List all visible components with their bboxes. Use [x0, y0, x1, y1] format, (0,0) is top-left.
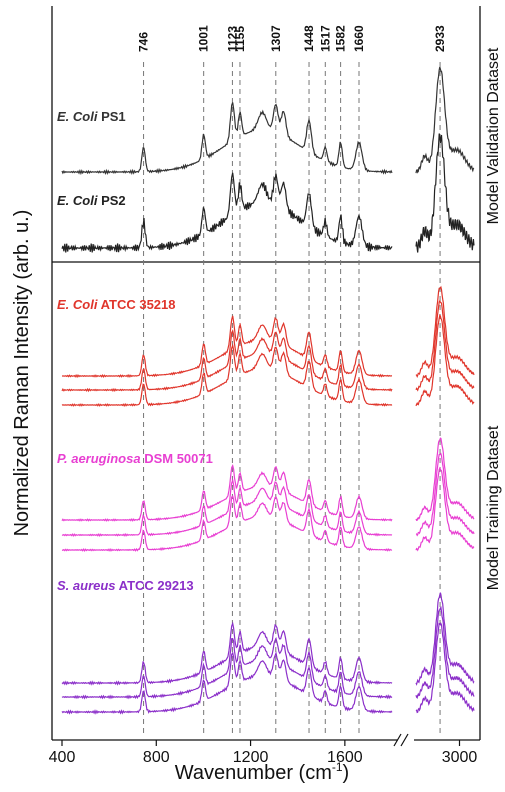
spectrum-line-low: [61, 329, 393, 393]
spectrum-line-low: [61, 636, 393, 700]
spectra-series: [61, 66, 475, 715]
spectrum-line-low: [61, 478, 393, 537]
spectrum-line-high: [415, 285, 475, 378]
spectrum-line-high: [415, 299, 475, 392]
x-axis-ticks: 400 800 1200 1600 3000: [49, 740, 478, 766]
x-axis-title-close: ): [343, 762, 350, 784]
x-tick-label: 400: [49, 749, 76, 766]
sample-label-strain: PS1: [97, 109, 125, 124]
x-tick-label: 800: [143, 749, 170, 766]
spectrum-line-low: [61, 464, 393, 522]
sample-label-strain: PS2: [97, 193, 125, 208]
peak-label: 1123: [225, 26, 239, 52]
peak-label: 1448: [302, 25, 316, 52]
axes-frame: [51, 6, 481, 747]
sample-label-species: E. Coli: [57, 193, 98, 208]
spectrum-line-high: [415, 66, 475, 174]
axis-break-marks: [393, 733, 409, 747]
peak-label: 1155: [233, 26, 247, 52]
sample-label-species: E. Coli: [57, 109, 98, 124]
spectrum-line-high: [415, 606, 475, 700]
sample-label: P. aeruginosa DSM 50071: [57, 451, 213, 466]
spectrum-line-low: [61, 651, 393, 715]
spectrum-line-low: [61, 621, 393, 686]
sample-label-strain: ATCC 29213: [116, 578, 194, 593]
sample-label-species: P. aeruginosa: [57, 451, 141, 466]
spectrum-line-high: [415, 622, 475, 714]
spectrum-line-high: [415, 133, 475, 253]
peak-label: 1660: [352, 25, 366, 52]
spectrum-line-low: [62, 315, 393, 379]
peak-label: 2933: [433, 25, 447, 52]
sample-label: E. Coli PS1: [57, 109, 126, 124]
spectrum-line-low: [61, 494, 393, 552]
peak-label: 1001: [197, 25, 211, 52]
peak-label: 746: [137, 32, 151, 52]
sample-label-strain: DSM 50071: [141, 451, 213, 466]
peak-label: 1582: [334, 25, 348, 52]
sample-label: S. aureus ATCC 29213: [57, 578, 194, 593]
panel-label-training: Model Training Dataset: [485, 425, 502, 590]
spectrum-line-low: [61, 343, 393, 407]
x-axis-title-main: Wavenumber (cm: [175, 762, 332, 784]
spectrum-line-high: [415, 452, 475, 537]
spectrum-line-low: [61, 172, 393, 253]
sample-label-strain: ATCC 35218: [97, 297, 175, 312]
sample-label-species: E. Coli: [57, 297, 98, 312]
sample-label: E. Coli ATCC 35218: [57, 297, 176, 312]
x-tick-label: 3000: [442, 749, 478, 766]
spectrum-line-high: [415, 437, 475, 521]
spectrum-line-high: [415, 466, 475, 552]
spectrum-line-low: [61, 102, 393, 176]
x-axis-title: Wavenumber (cm-1): [175, 760, 349, 784]
panel-label-validation: Model Validation Dataset: [485, 47, 502, 224]
spectrum-line-high: [415, 313, 475, 407]
x-tick-label: 1600: [327, 749, 363, 766]
x-axis-title-sup: -1: [332, 760, 343, 774]
sample-label-species: S. aureus: [57, 578, 116, 593]
peak-label: 1517: [318, 25, 332, 52]
y-axis-title: Normalized Raman Intensity (arb. u.): [11, 210, 33, 537]
x-tick-label: 1200: [233, 749, 269, 766]
spectrum-line-high: [415, 592, 475, 686]
peak-label: 1307: [269, 25, 283, 52]
sample-label: E. Coli PS2: [57, 193, 126, 208]
